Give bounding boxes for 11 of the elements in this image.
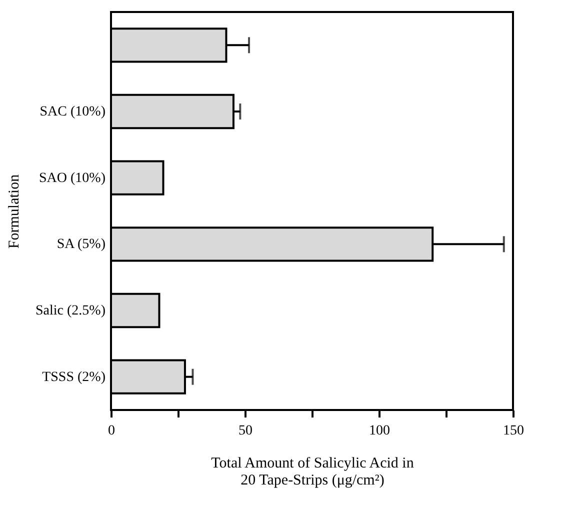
y-axis-title: Formulation bbox=[6, 174, 23, 249]
y-tick-label: SA (5%) bbox=[56, 237, 106, 252]
x-axis-title: Total Amount of Salicylic Acid in 20 Tape-Strips (μg/cm²) bbox=[211, 456, 414, 488]
y-tick-label: SAC (10%) bbox=[40, 104, 106, 120]
y-tick-label: TSSS (2%) bbox=[42, 370, 106, 385]
x-tick-label: 150 bbox=[503, 424, 524, 438]
x-tick-label: 0 bbox=[108, 424, 115, 438]
x-tick-label: 50 bbox=[238, 424, 252, 438]
x-tick-label: 100 bbox=[369, 424, 390, 438]
y-tick-label: Salic (2.5%) bbox=[36, 304, 106, 318]
y-tick-label: SAO (10%) bbox=[39, 170, 106, 186]
